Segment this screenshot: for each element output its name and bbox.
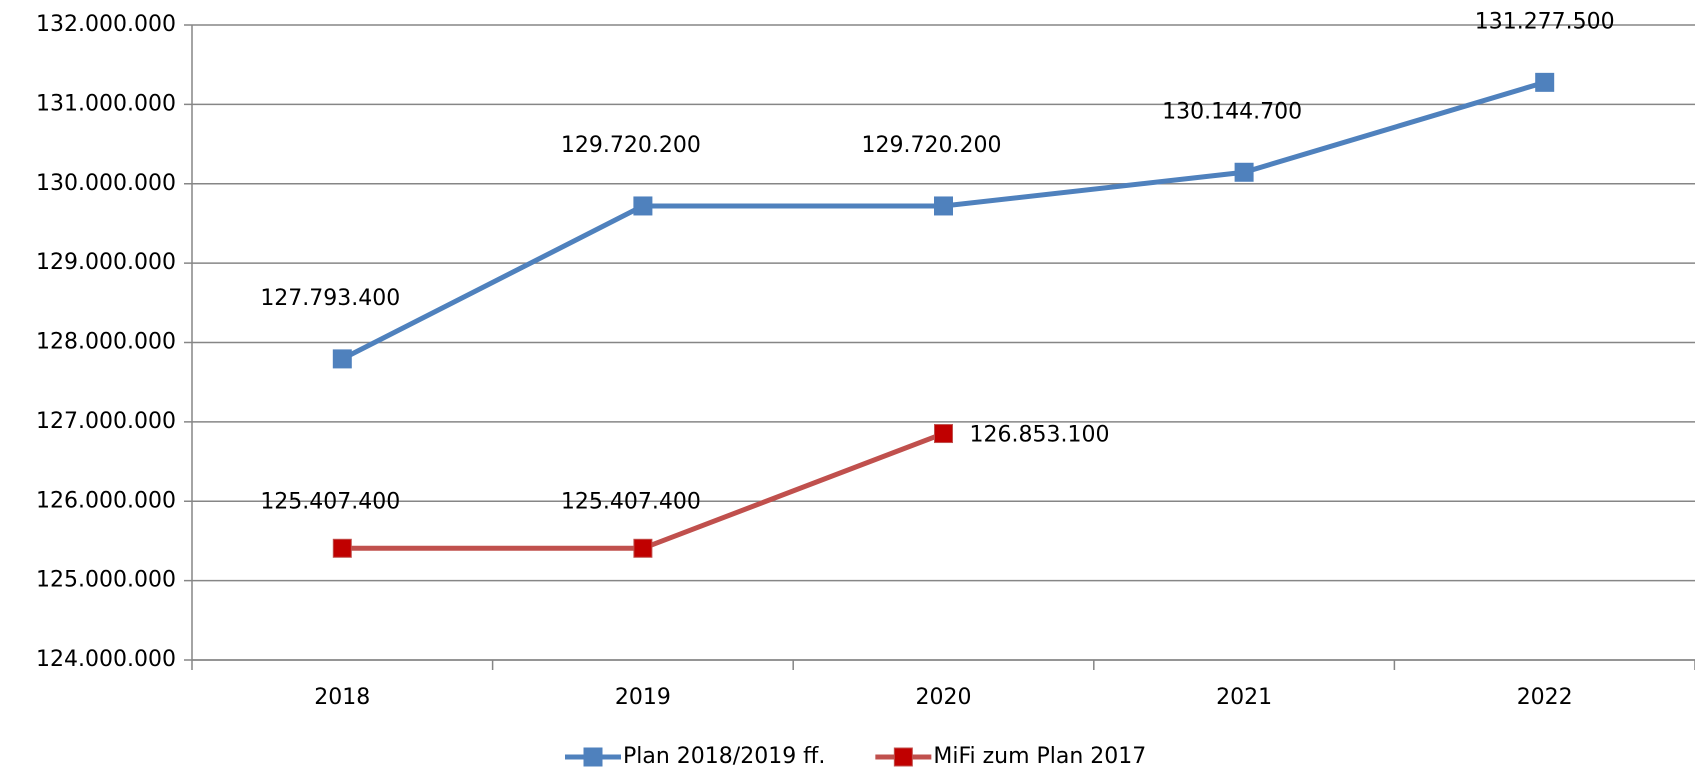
data-label: 125.407.400 — [561, 489, 701, 514]
data-label: 129.720.200 — [862, 133, 1002, 158]
data-label: 131.277.500 — [1475, 9, 1615, 34]
marker — [934, 424, 953, 444]
y-tick-label: 128.000.000 — [36, 330, 176, 355]
y-tick-label: 131.000.000 — [36, 91, 176, 116]
legend-label: MiFi zum Plan 2017 — [933, 744, 1146, 769]
x-tick-label: 2021 — [1216, 685, 1272, 710]
marker — [633, 196, 653, 216]
y-tick-label: 129.000.000 — [36, 250, 176, 275]
data-label: 130.144.700 — [1162, 99, 1302, 124]
x-tick-label: 2020 — [916, 685, 972, 710]
legend-label: Plan 2018/2019 ff. — [623, 744, 825, 769]
marker — [1535, 72, 1555, 92]
x-tick-label: 2022 — [1517, 685, 1573, 710]
marker — [1234, 162, 1254, 182]
marker — [332, 349, 352, 369]
data-label: 126.853.100 — [970, 423, 1110, 448]
y-tick-label: 125.000.000 — [36, 568, 176, 593]
y-tick-label: 132.000.000 — [36, 12, 176, 37]
y-tick-label: 124.000.000 — [36, 647, 176, 672]
marker — [633, 538, 653, 558]
x-tick-label: 2019 — [615, 685, 671, 710]
legend-marker — [583, 747, 603, 767]
y-tick-label: 127.000.000 — [36, 409, 176, 434]
legend-marker — [893, 747, 913, 767]
marker — [934, 196, 953, 216]
data-label: 129.720.200 — [561, 133, 701, 158]
marker — [332, 538, 352, 558]
data-label: 127.793.400 — [260, 286, 400, 311]
x-tick-label: 2018 — [314, 685, 370, 710]
series-line — [341, 79, 1546, 362]
data-label: 125.407.400 — [260, 489, 400, 514]
y-tick-label: 126.000.000 — [36, 488, 176, 513]
y-tick-label: 130.000.000 — [36, 171, 176, 196]
